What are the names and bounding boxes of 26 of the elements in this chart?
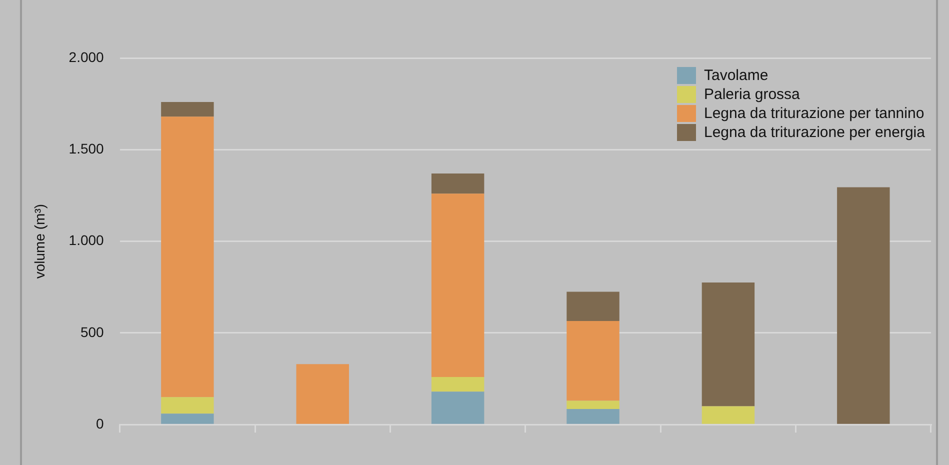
legend-label: Legna da triturazione per tannino <box>704 104 924 123</box>
y-tick-label: 500 <box>80 324 104 340</box>
bar <box>837 187 890 424</box>
bar <box>161 397 214 414</box>
bar <box>296 364 349 424</box>
bar <box>566 400 620 410</box>
bar <box>161 102 214 117</box>
bar <box>161 116 214 398</box>
bar <box>431 173 484 194</box>
y-tick-label: 2.000 <box>68 48 104 65</box>
bar <box>566 409 620 424</box>
legend-label: Tavolame <box>704 66 768 85</box>
bar <box>431 194 484 377</box>
bar <box>161 414 214 424</box>
bar <box>566 321 620 401</box>
y-tick-label: 1.500 <box>68 140 104 157</box>
bar <box>702 282 755 406</box>
bar <box>566 292 620 322</box>
y-tick-label: 0 <box>96 415 104 432</box>
bar <box>702 406 755 424</box>
legend-label: Paleria grossa <box>704 85 800 104</box>
bar <box>431 392 484 424</box>
y-tick-label: 1.000 <box>68 232 104 248</box>
legend-label: Legna da triturazione per energia <box>704 123 925 142</box>
y-axis-title: volume (m³) <box>31 204 48 279</box>
bar <box>431 376 484 392</box>
